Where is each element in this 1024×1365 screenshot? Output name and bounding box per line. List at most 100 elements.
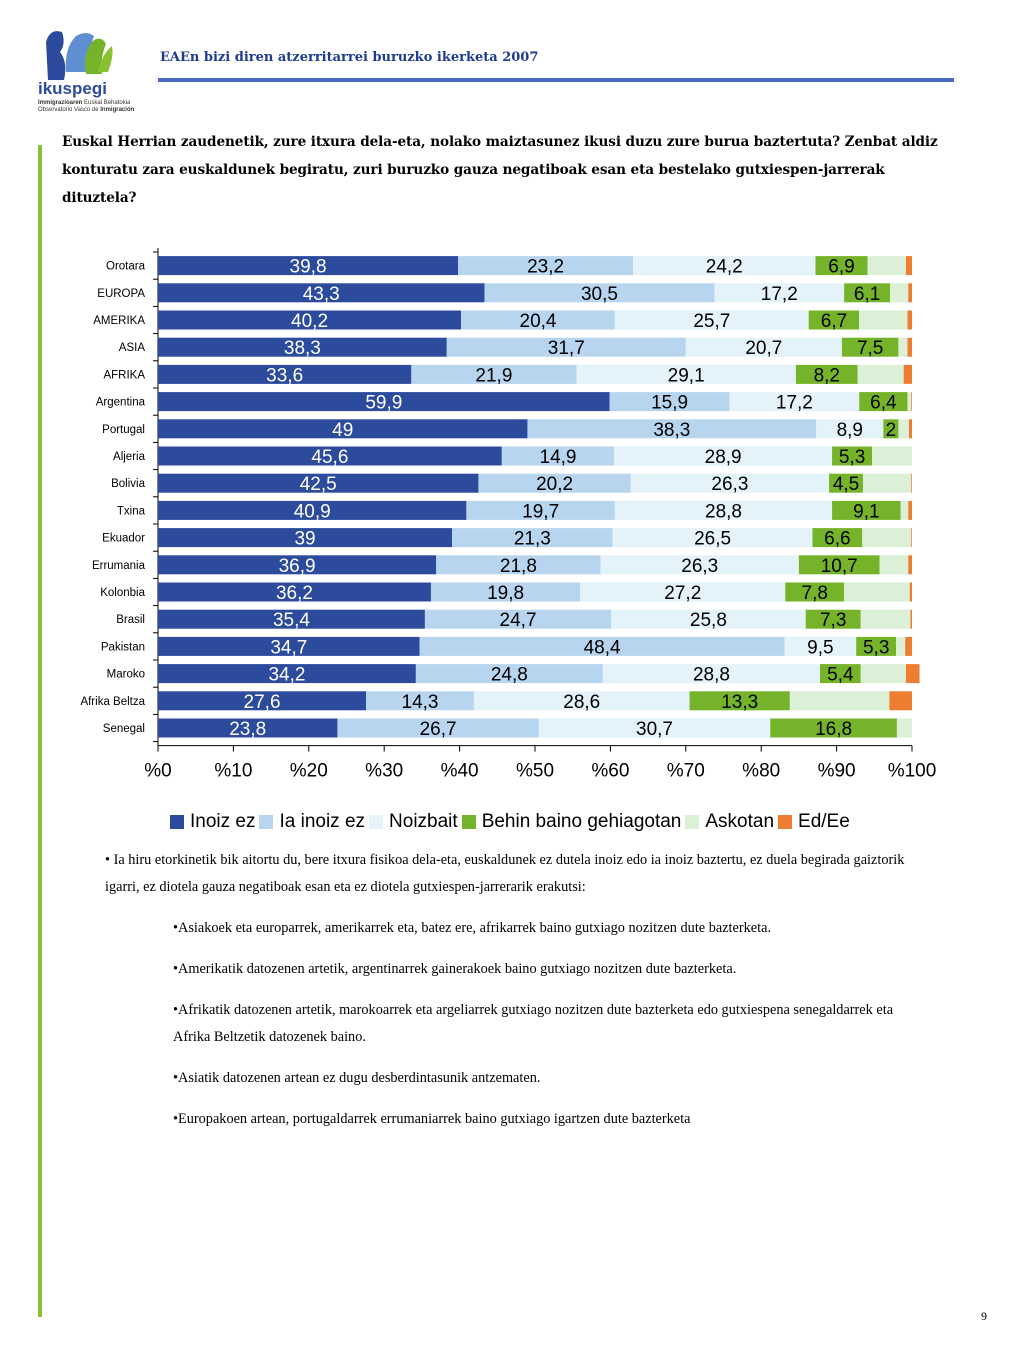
data-label: 17,2 — [761, 284, 798, 305]
legend-item: Noizbait — [369, 811, 458, 833]
bar-segment — [527, 419, 817, 439]
data-label: 14,3 — [402, 692, 439, 713]
bar-segment — [473, 691, 690, 711]
legend-swatch — [170, 815, 184, 829]
x-tick-label: %60 — [591, 761, 629, 782]
data-label: 21,9 — [475, 365, 512, 386]
data-label: 29,1 — [668, 365, 705, 386]
data-label: 26,5 — [694, 529, 731, 550]
bar-segment — [784, 636, 857, 656]
bar-segment — [158, 582, 431, 602]
data-label: 16,8 — [815, 719, 852, 740]
data-label: 7,5 — [857, 338, 883, 359]
data-label: 39 — [294, 529, 315, 550]
y-tick-label: AFRIKA — [103, 369, 145, 381]
bar-segment — [879, 555, 909, 575]
legend-item: Askotan — [685, 811, 774, 833]
data-label: 20,2 — [536, 474, 573, 495]
data-label: 19,7 — [522, 501, 559, 522]
logo-line2-rest: Observatorio Vasco de — [38, 107, 100, 113]
data-label: 24,8 — [491, 665, 528, 686]
bar-segment — [820, 664, 861, 684]
data-label: 6,6 — [824, 529, 850, 550]
bar-segment — [805, 609, 861, 629]
bar-segment — [501, 446, 615, 466]
bar-segment — [857, 364, 904, 384]
bar-segment — [419, 636, 785, 656]
bar-segment — [158, 364, 412, 384]
bar-segment — [795, 364, 858, 384]
data-label: 30,5 — [581, 284, 618, 305]
bar-segment — [614, 446, 833, 466]
bar-segment — [458, 256, 634, 276]
stacked-bar-chart: Orotara 39,8 23,2 24,2 6,9 EUROPA 43,3 30,5 17,2… — [80, 248, 937, 782]
bar-segment — [911, 392, 912, 412]
bar-segment — [158, 392, 610, 412]
bar-segment — [466, 500, 615, 520]
data-label: 20,4 — [520, 311, 557, 332]
bar-segment — [576, 364, 796, 384]
page-number: 9 — [981, 1309, 987, 1323]
bar-segment — [908, 419, 912, 439]
data-label: 17,2 — [776, 393, 813, 414]
logo-wordmark: ikuspegi — [38, 79, 107, 98]
data-label: 28,8 — [693, 665, 730, 686]
data-label: 28,8 — [705, 501, 742, 522]
bar-segment — [158, 283, 485, 303]
bar-segment — [452, 528, 613, 548]
bar-segment — [411, 364, 577, 384]
bar-segment — [158, 691, 367, 711]
bar-segment — [907, 310, 912, 330]
bar-segment — [896, 636, 906, 656]
data-label: 7,3 — [820, 610, 846, 631]
bar-segment — [630, 473, 830, 493]
bar-segment — [910, 609, 912, 629]
bar-segment — [816, 419, 884, 439]
y-tick-label: Errumania — [92, 560, 146, 572]
bar-segment — [898, 337, 908, 357]
bar-segment — [908, 500, 912, 520]
bar-segment — [860, 664, 906, 684]
bar-segment — [862, 473, 912, 493]
y-tick-label: Kolonbia — [100, 587, 145, 599]
x-tick-label: %70 — [667, 761, 705, 782]
data-label: 45,6 — [311, 447, 348, 468]
bar-segment — [158, 528, 453, 548]
note-item: •Europakoen artean, portugaldarrek errum… — [173, 1111, 691, 1127]
data-label: 31,7 — [548, 338, 585, 359]
bar-segment — [714, 283, 845, 303]
bar-segment — [798, 555, 880, 575]
bar-segment — [859, 310, 908, 330]
data-label: 5,3 — [863, 637, 889, 658]
y-tick-label: Portugal — [102, 424, 145, 436]
y-tick-label: Bolivia — [111, 478, 145, 490]
bar-segment — [815, 256, 868, 276]
bar-segment — [689, 691, 790, 711]
data-label: 39,8 — [290, 257, 327, 278]
left-accent-rule — [38, 145, 42, 1317]
data-label: 38,3 — [284, 338, 321, 359]
data-label: 21,3 — [514, 529, 551, 550]
x-tick-label: %20 — [290, 761, 328, 782]
notes-intro: • Ia hiru etorkinetik bik aitortu du, be… — [105, 852, 905, 895]
bar-segment — [612, 528, 813, 548]
chart-legend: Inoiz ez Ia inoiz ez Noizbait Behin baino g… — [170, 811, 854, 833]
data-label: 27,2 — [664, 583, 701, 604]
note-item: •Amerikatik datozenen artetik, argentina… — [173, 961, 737, 977]
legend-label: Ia inoiz ez — [279, 811, 366, 832]
bar-segment — [158, 337, 447, 357]
bar-segment — [900, 500, 909, 520]
legend-swatch — [461, 815, 476, 829]
data-label: 40,9 — [294, 501, 331, 522]
data-label: 5,4 — [827, 665, 854, 686]
data-label: 26,7 — [420, 719, 457, 740]
data-label: 23,8 — [229, 719, 266, 740]
y-tick-label: EUROPA — [97, 288, 145, 300]
survey-question: Euskal Herrian zaudenetik, zure itxura d… — [62, 134, 938, 206]
data-label: 30,7 — [636, 719, 673, 740]
x-tick-label: %100 — [888, 761, 937, 782]
bar-segment — [424, 609, 612, 629]
header-rule — [158, 78, 954, 82]
legend-label: Behin baino gehiagotan — [481, 811, 682, 832]
legend-label: Noizbait — [389, 811, 458, 832]
